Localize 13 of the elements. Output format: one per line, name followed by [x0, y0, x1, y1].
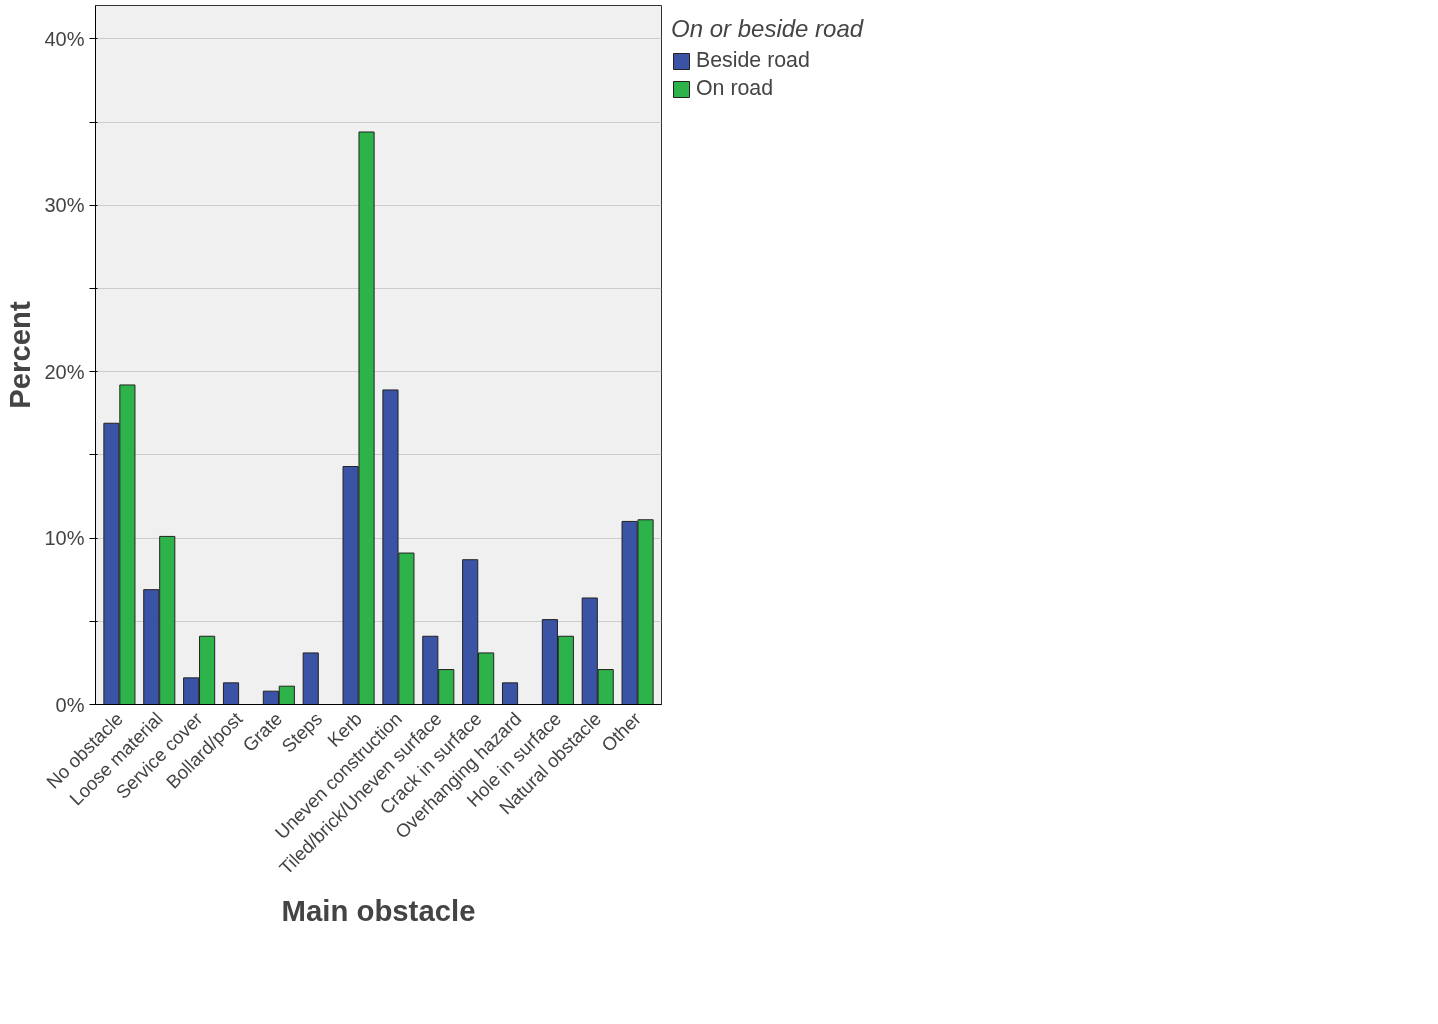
- bar: [222, 682, 240, 705]
- y-tick-label: 30%: [44, 194, 85, 217]
- y-tick-label: 20%: [44, 360, 85, 383]
- y-axis-title: Percent: [3, 300, 37, 409]
- legend-title: On or beside road: [671, 15, 864, 43]
- bar: [302, 652, 319, 705]
- legend-label: Beside road: [696, 48, 810, 73]
- y-tick-label: 10%: [44, 527, 85, 550]
- y-tick-label: 0%: [55, 693, 85, 716]
- x-axis-title: Main obstacle: [281, 894, 476, 928]
- legend-label: On road: [696, 76, 774, 101]
- y-tick-label: 40%: [44, 27, 85, 50]
- bar: [501, 682, 519, 705]
